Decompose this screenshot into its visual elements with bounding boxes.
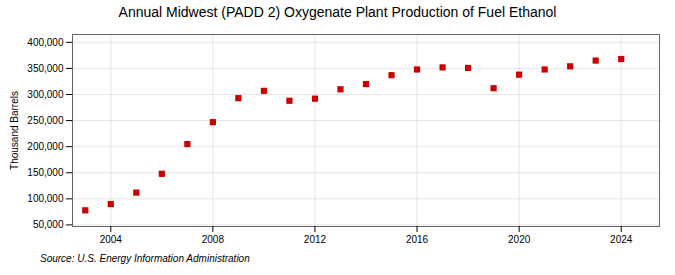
html-text:Annual Midwest (PADD 2) Oxygen: Annual Midwest (PADD 2) Oxygenate Plant … [118,4,557,20]
svg-text:50,000: 50,000 [33,219,64,230]
svg-text:2020: 2020 [508,234,531,245]
svg-text:100,000: 100,000 [27,193,64,204]
svg-text:200,000: 200,000 [27,141,64,152]
svg-text:2004: 2004 [100,234,123,245]
svg-text:250,000: 250,000 [27,115,64,126]
html-text:Source: U.S. Energy Informatio: Source: U.S. Energy Information Administ… [40,253,250,264]
svg-text:2024: 2024 [610,234,633,245]
svg-text:350,000: 350,000 [27,63,64,74]
svg-text:400,000: 400,000 [27,37,64,48]
svg-text:2008: 2008 [202,234,225,245]
svg-text:300,000: 300,000 [27,89,64,100]
svg-text:2016: 2016 [406,234,429,245]
svg-text:150,000: 150,000 [27,167,64,178]
svg-text:2012: 2012 [304,234,327,245]
svg-text:Thousand Barrels: Thousand Barrels [9,91,20,170]
